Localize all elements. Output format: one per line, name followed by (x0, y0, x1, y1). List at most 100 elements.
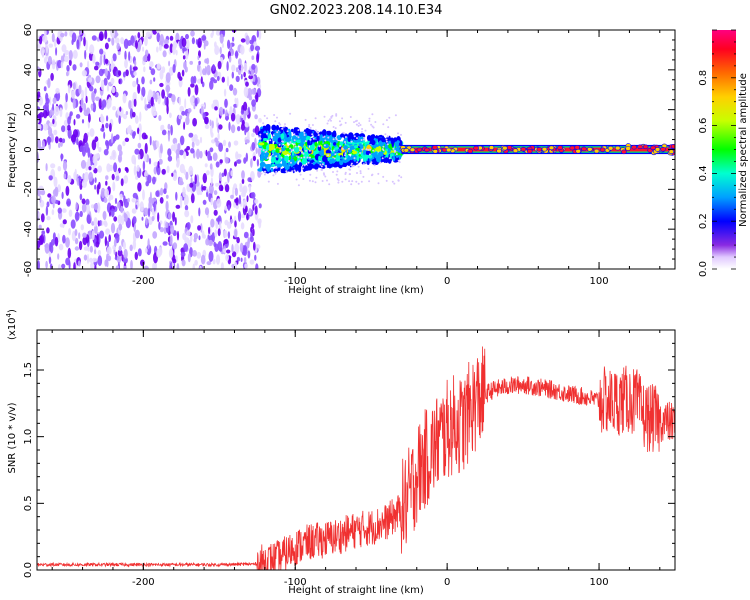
spectrogram-cell (143, 66, 146, 73)
spectrogram-cell (92, 154, 98, 165)
spectrogram-cell (264, 151, 267, 153)
snr-frame (36, 329, 676, 571)
spectrogram-cell (274, 172, 277, 175)
spectrogram-cell (184, 205, 189, 211)
spectrogram-cell (271, 124, 277, 131)
spectrogram-cell (108, 196, 111, 202)
spectrogram-cell (248, 95, 253, 101)
spectrogram-cell (191, 141, 195, 149)
spectrogram-cell (48, 126, 53, 137)
spectrogram-cell (71, 32, 77, 43)
spectrogram-cell (254, 199, 259, 204)
spectrogram-cell (172, 258, 177, 264)
spectrogram-cell (354, 120, 357, 123)
spectrogram-cell (625, 146, 631, 151)
spectrogram-cell (199, 136, 203, 144)
spectrogram-cell (144, 134, 148, 140)
x-tick-label: 0 (444, 276, 450, 287)
spectrogram-cell (40, 234, 44, 245)
spectrogram-cell (162, 50, 167, 58)
spectrogram-cell (335, 173, 338, 176)
spectrogram-cell (363, 136, 366, 139)
spectrogram-cell (142, 55, 148, 62)
spectrogram-cell (358, 122, 361, 125)
spectrogram-cell (311, 124, 314, 126)
spectrogram-cell (227, 172, 230, 183)
spectrogram-cell (134, 229, 140, 239)
spectrogram-cell (215, 182, 219, 187)
spectrogram-cell (384, 133, 387, 136)
spectrogram-cell (38, 96, 43, 106)
spectrogram-cell (235, 197, 239, 206)
spectrogram-cell (309, 173, 312, 176)
spectrogram-cell (332, 171, 334, 173)
spectrogram-cell (109, 155, 113, 160)
spectrogram-cell (323, 144, 326, 147)
spectrogram-cell (289, 112, 292, 115)
spectrogram-cell (621, 149, 627, 155)
spectrogram-cell (362, 149, 366, 156)
spectrogram-cell (316, 135, 320, 142)
spectrogram-cell (205, 238, 210, 246)
spectrogram-cell (266, 157, 269, 160)
spectrogram-cell (49, 242, 52, 252)
spectrogram-cell (74, 246, 80, 251)
spectrogram-cell (333, 157, 336, 160)
spectrogram-cell (197, 55, 200, 61)
spectrogram-cell (167, 155, 173, 162)
spectrogram-cell (47, 55, 53, 65)
spectrogram-cell (156, 249, 162, 258)
spectrogram-cell (144, 247, 148, 254)
spectrogram-cell (374, 121, 377, 123)
spectrogram-cell (660, 147, 666, 152)
spectrogram-cell (557, 145, 563, 150)
spectrogram-cell (133, 165, 137, 176)
spectrogram-cell (149, 61, 154, 68)
spectrogram-cell (235, 204, 239, 210)
spectrogram-cell (226, 249, 231, 254)
spectrogram-cell (216, 217, 221, 222)
spectrogram-cell (344, 157, 347, 160)
spectrogram-cell (156, 46, 159, 53)
spectrogram-cell (192, 117, 198, 127)
spectrogram-cell (80, 159, 87, 169)
spectrogram-cell (176, 157, 180, 167)
spectrogram-cell (372, 149, 375, 152)
spectrogram-cell (103, 220, 108, 226)
spectrogram-cell (350, 140, 353, 143)
spectrogram-cell (78, 240, 83, 251)
spectrogram-cell (73, 262, 76, 269)
spectrogram-cell (327, 131, 331, 135)
spectrogram-cell (137, 142, 142, 149)
spectrogram-cell (78, 175, 81, 187)
spectrogram-cell (341, 117, 344, 120)
spectrogram-cell (49, 96, 52, 106)
spectrogram-cell (394, 149, 396, 152)
spectrogram-cell (132, 80, 137, 88)
spectrogram-cell (370, 174, 373, 177)
spectrogram-cell (89, 128, 95, 137)
spectrogram-cell (670, 144, 675, 149)
spectrogram-cell (324, 175, 327, 178)
spectrogram-cell (122, 93, 127, 104)
spectrogram-cell (72, 98, 76, 110)
spectrogram-cell (255, 263, 259, 269)
spectrogram-cell (293, 133, 296, 136)
spectrogram-cell (181, 110, 186, 116)
spectrogram-cell (327, 119, 330, 122)
spectrogram-cell (198, 235, 201, 241)
spectrogram-cell (54, 105, 60, 116)
colorbar-gradient (712, 30, 736, 269)
spectrogram-cell (199, 190, 203, 196)
spectrogram-cell (335, 155, 341, 162)
spectrogram-cell (335, 114, 338, 117)
spectrogram-cell (288, 131, 292, 138)
spectrogram-cell (256, 159, 259, 167)
spectrogram-cell (240, 45, 245, 55)
spectrogram-cell (81, 119, 85, 124)
spectrogram-cell (218, 106, 224, 116)
spectrogram-cell (54, 186, 59, 197)
spectrogram-cell (203, 42, 206, 50)
spectrogram-cell (65, 123, 68, 133)
spectrogram-cell (146, 244, 152, 256)
